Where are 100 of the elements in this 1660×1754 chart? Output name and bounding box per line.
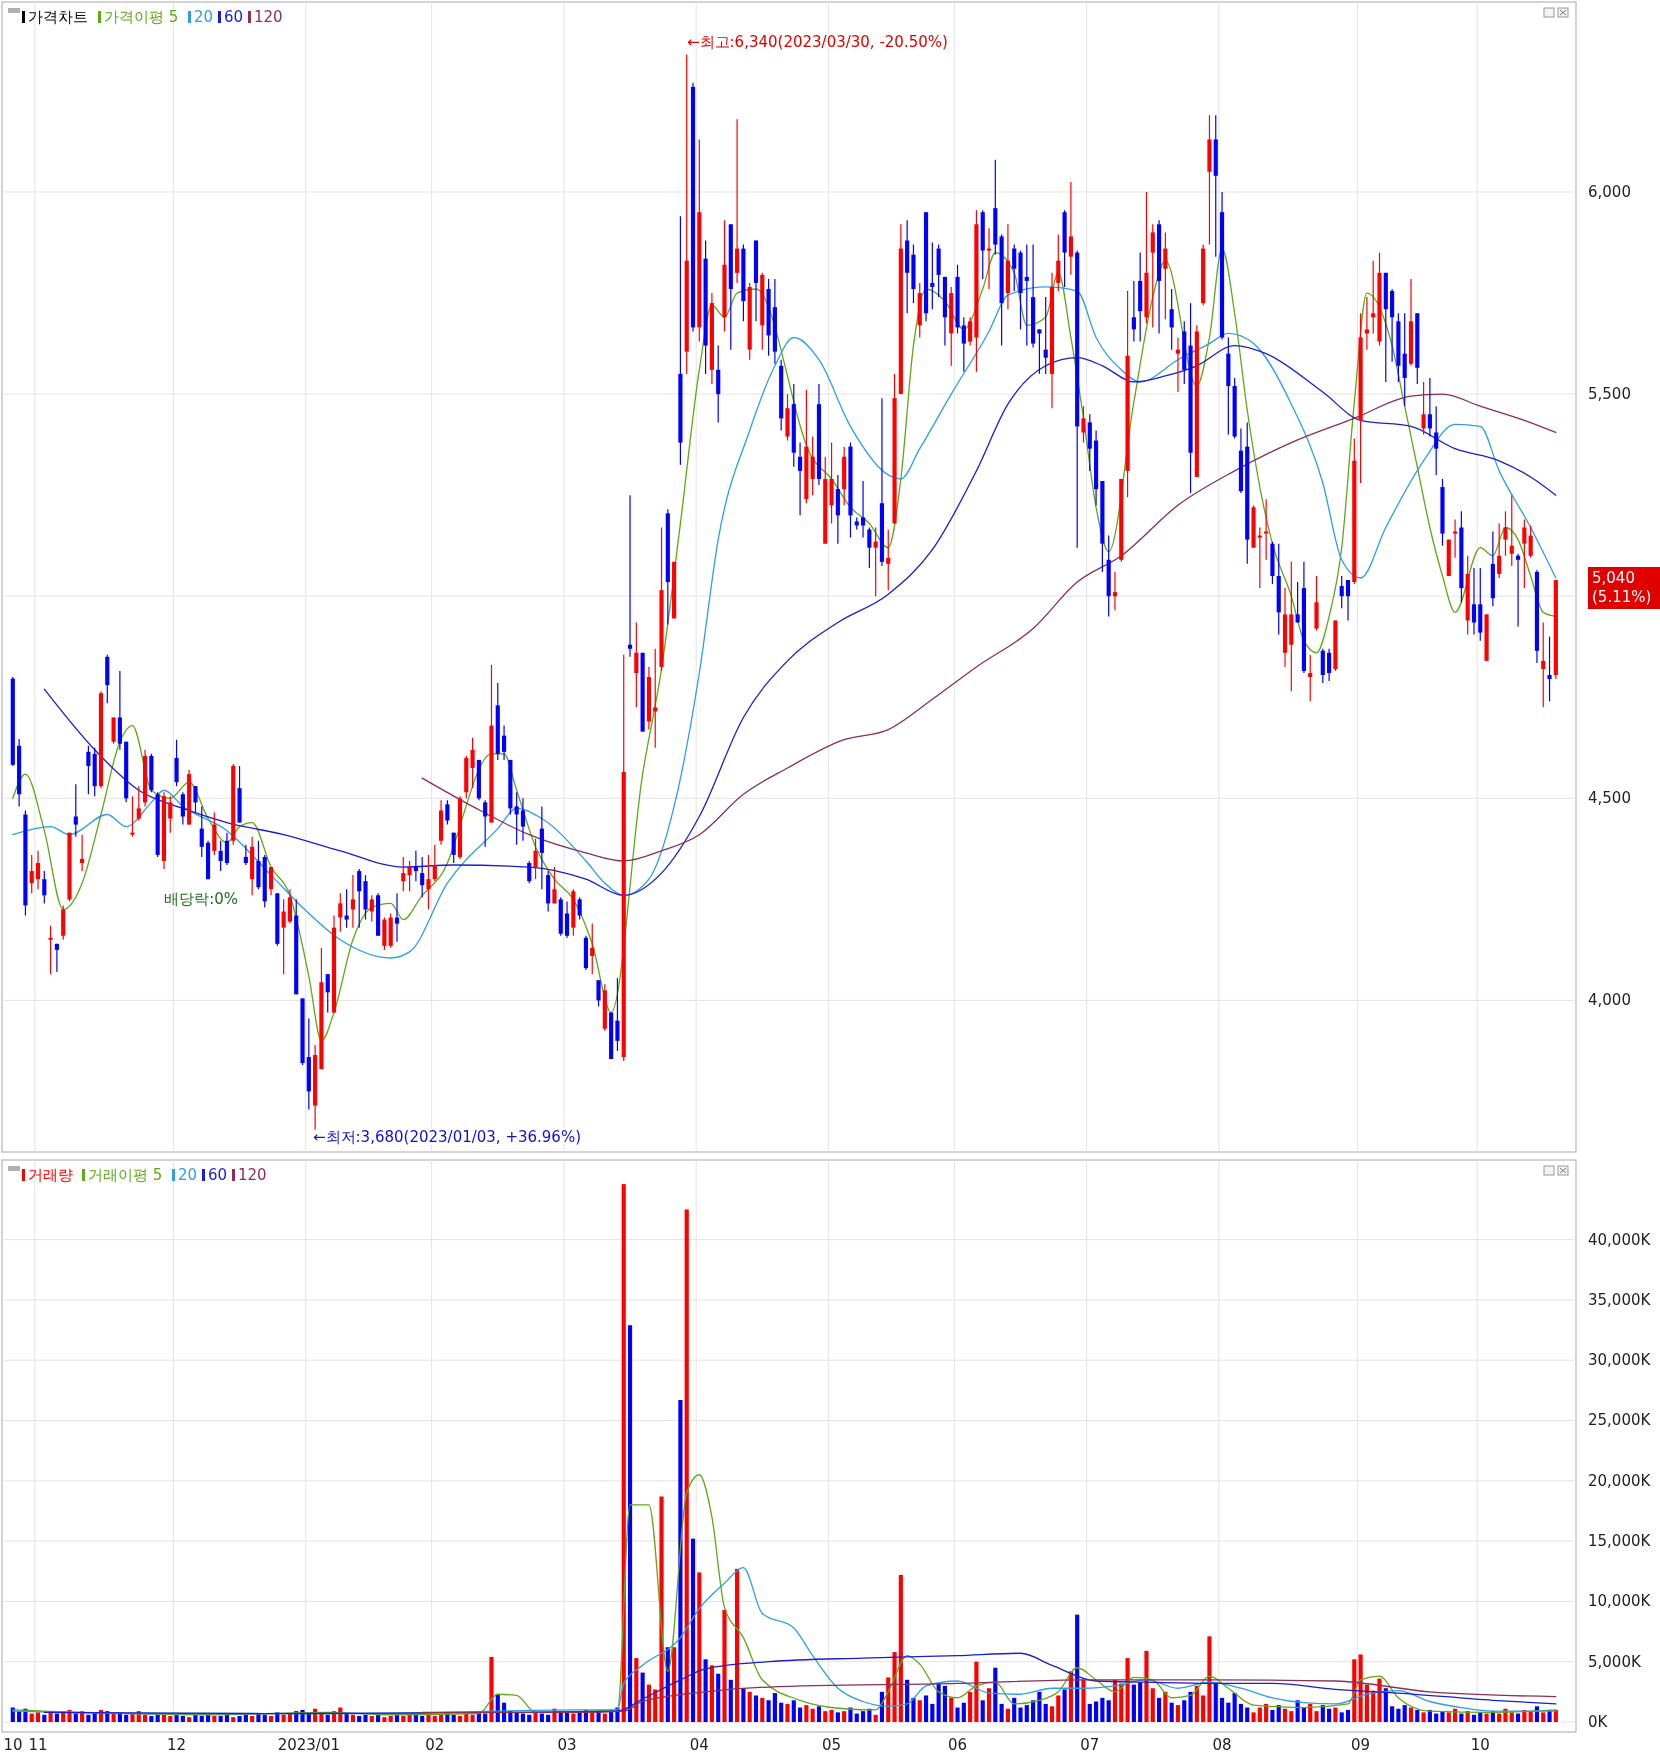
bar bbox=[678, 1400, 683, 1722]
bar bbox=[205, 1714, 211, 1722]
candlestick bbox=[369, 894, 374, 923]
bar bbox=[1219, 1697, 1225, 1722]
candlestick bbox=[243, 844, 248, 866]
x-tick-label: 12 bbox=[167, 1736, 187, 1754]
candlestick bbox=[634, 621, 639, 708]
candlestick bbox=[1522, 518, 1527, 589]
candlestick bbox=[596, 979, 601, 1008]
bar bbox=[804, 1705, 809, 1722]
bar bbox=[835, 1712, 840, 1722]
candlestick bbox=[520, 797, 526, 842]
bar bbox=[514, 1712, 519, 1722]
bar bbox=[155, 1714, 160, 1722]
bar bbox=[690, 1538, 696, 1722]
candlestick bbox=[445, 799, 450, 826]
bar bbox=[1301, 1707, 1306, 1722]
bar bbox=[306, 1713, 311, 1722]
candlestick bbox=[1264, 498, 1269, 561]
bar bbox=[942, 1685, 948, 1722]
text: 5,040 (5.11%) bbox=[1592, 569, 1652, 606]
bar bbox=[35, 1712, 41, 1722]
candlestick bbox=[1308, 654, 1313, 702]
bar bbox=[130, 1713, 135, 1722]
candlestick bbox=[180, 791, 185, 826]
bar bbox=[426, 1714, 431, 1722]
bar bbox=[791, 1700, 796, 1722]
bar bbox=[61, 1712, 66, 1722]
candlestick bbox=[552, 866, 557, 905]
x-tick-label: 10 bbox=[1470, 1736, 1490, 1754]
candlestick bbox=[1547, 636, 1552, 702]
bar bbox=[193, 1714, 198, 1722]
bar bbox=[470, 1714, 475, 1722]
bar bbox=[199, 1715, 204, 1722]
line-series bbox=[421, 393, 1557, 862]
x-tick-label: 10 bbox=[3, 1736, 23, 1754]
candlestick bbox=[193, 785, 198, 814]
bar bbox=[766, 1700, 771, 1722]
candlestick bbox=[1169, 288, 1174, 351]
candlestick bbox=[627, 494, 633, 658]
bar bbox=[350, 1714, 355, 1722]
x-tick-label: 03 bbox=[557, 1736, 577, 1754]
candlestick bbox=[615, 977, 620, 1052]
bar bbox=[1484, 1713, 1489, 1722]
candlestick bbox=[1345, 579, 1351, 622]
candlestick bbox=[514, 791, 519, 846]
bar bbox=[1125, 1658, 1130, 1722]
bar bbox=[1087, 1703, 1092, 1722]
bar bbox=[1478, 1712, 1483, 1722]
candlestick bbox=[350, 874, 355, 929]
bar bbox=[483, 1713, 488, 1722]
candlestick bbox=[130, 795, 135, 838]
bar bbox=[168, 1715, 173, 1722]
bar bbox=[898, 1574, 903, 1722]
legend-label: 20 bbox=[194, 8, 214, 26]
bar bbox=[905, 1679, 910, 1722]
candlestick bbox=[401, 856, 406, 892]
candlestick bbox=[1528, 524, 1533, 559]
bar bbox=[231, 1717, 236, 1722]
bar bbox=[73, 1713, 78, 1722]
candlestick bbox=[1043, 296, 1048, 375]
y-tick-label: 40,000K bbox=[1588, 1230, 1652, 1249]
bar bbox=[1345, 1709, 1351, 1722]
bar bbox=[149, 1715, 154, 1722]
candlestick bbox=[860, 480, 866, 539]
bar bbox=[590, 1712, 595, 1722]
x-tick-label: 08 bbox=[1212, 1736, 1232, 1754]
bar bbox=[54, 1713, 59, 1722]
bar bbox=[722, 1609, 727, 1722]
bar bbox=[1175, 1705, 1181, 1722]
x-tick-label: 02 bbox=[425, 1736, 445, 1754]
bar bbox=[684, 1209, 689, 1722]
bar bbox=[1396, 1708, 1401, 1722]
candlestick bbox=[886, 528, 891, 591]
bar bbox=[1408, 1707, 1414, 1722]
bar bbox=[1075, 1614, 1080, 1723]
bar bbox=[1043, 1703, 1048, 1722]
bar bbox=[728, 1679, 733, 1722]
bar bbox=[287, 1713, 293, 1722]
bar bbox=[464, 1713, 469, 1722]
x-tick-label: 05 bbox=[822, 1736, 842, 1754]
legend-label: 가격이평 5 bbox=[104, 8, 179, 26]
bar bbox=[1402, 1705, 1407, 1722]
legend-label: 거래이평 5 bbox=[88, 1166, 163, 1184]
legend-label: 60 bbox=[208, 1166, 228, 1184]
candlestick bbox=[1509, 494, 1514, 567]
x-tick-label: 04 bbox=[689, 1736, 709, 1754]
bar bbox=[344, 1713, 349, 1722]
candlestick bbox=[1175, 336, 1181, 393]
bar bbox=[1119, 1683, 1124, 1722]
candlestick bbox=[1112, 571, 1118, 611]
bar bbox=[1207, 1636, 1212, 1722]
annotation: 배당락:0% bbox=[164, 890, 238, 908]
bar bbox=[753, 1695, 759, 1722]
bar bbox=[457, 1715, 463, 1722]
y-tick-label: 4,500 bbox=[1588, 789, 1631, 808]
candlestick bbox=[86, 745, 91, 795]
bar bbox=[439, 1714, 444, 1722]
candlestick bbox=[136, 785, 141, 822]
bar bbox=[363, 1714, 368, 1722]
